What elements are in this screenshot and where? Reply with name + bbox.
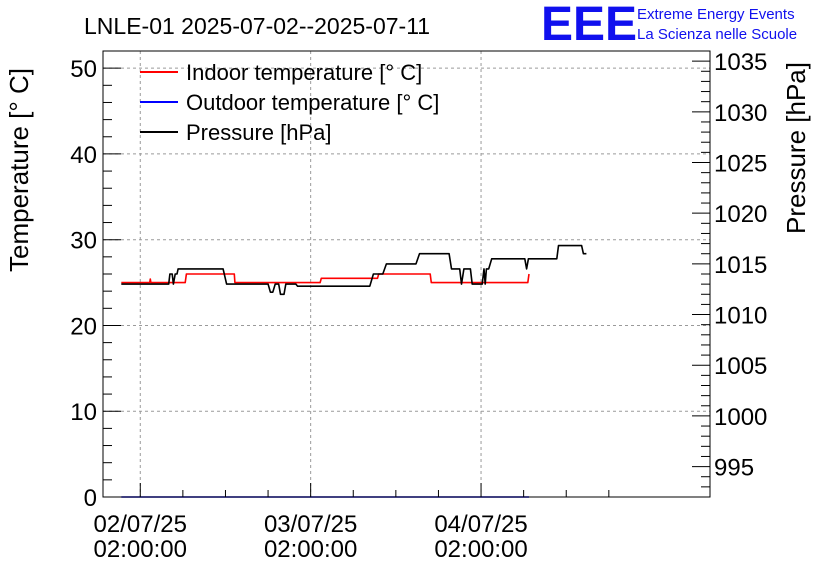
y-tick-label: 20 [70,313,97,340]
legend-label-2: Pressure [hPa] [186,120,332,145]
y2-tick-label: 1005 [714,353,767,380]
y-tick-label: 0 [84,485,97,512]
x-axis: 02/07/2502:00:0003/07/2502:00:0004/07/25… [94,483,610,563]
y2-tick-label: 1035 [714,49,767,76]
legend-label-0: Indoor temperature [° C] [186,60,422,85]
logo-mark: EEE [541,0,637,51]
logo-line-2: La Scienza nelle Scuole [637,26,797,43]
x-tick-date: 04/07/25 [434,511,527,538]
x-tick-time: 02:00:00 [434,536,527,563]
y2-tick-label: 1030 [714,100,767,127]
grid-lines [103,51,710,497]
y2-tick-label: 1020 [714,201,767,228]
y-axis-label: Temperature [° C] [4,68,34,272]
eee-logo: EEE Extreme Energy Events La Scienza nel… [541,0,797,51]
series-line-0 [121,273,530,284]
y2-tick-label: 1015 [714,252,767,279]
legend-label-1: Outdoor temperature [° C] [186,90,439,115]
y2-tick-label: 1010 [714,303,767,330]
right-y-axis: 995 1000 1005 1010 1015 1020 1025 1030 1035 [692,49,767,488]
y-tick-label: 40 [70,142,97,169]
y2-tick-label: 1025 [714,151,767,178]
y-tick-label: 10 [70,399,97,426]
x-tick-time: 02:00:00 [94,536,187,563]
y2-tick-label: 1000 [714,404,767,431]
logo-line-1: Extreme Energy Events [637,6,795,23]
y2-axis-label: Pressure [hPa] [781,62,811,234]
x-tick-date: 03/07/25 [264,511,357,538]
chart-title: LNLE-01 2025-07-02--2025-07-11 [84,13,430,39]
series-lines [121,244,587,498]
series-line-2 [121,244,587,296]
left-y-axis: 0 10 20 30 40 50 [70,50,121,512]
plot-area [102,50,711,498]
x-tick-date: 02/07/25 [94,511,187,538]
x-tick-time: 02:00:00 [264,536,357,563]
legend: Indoor temperature [° C] Outdoor temperat… [140,60,439,145]
y-tick-label: 50 [70,56,97,83]
y2-tick-label: 995 [714,455,754,482]
y-tick-label: 30 [70,228,97,255]
